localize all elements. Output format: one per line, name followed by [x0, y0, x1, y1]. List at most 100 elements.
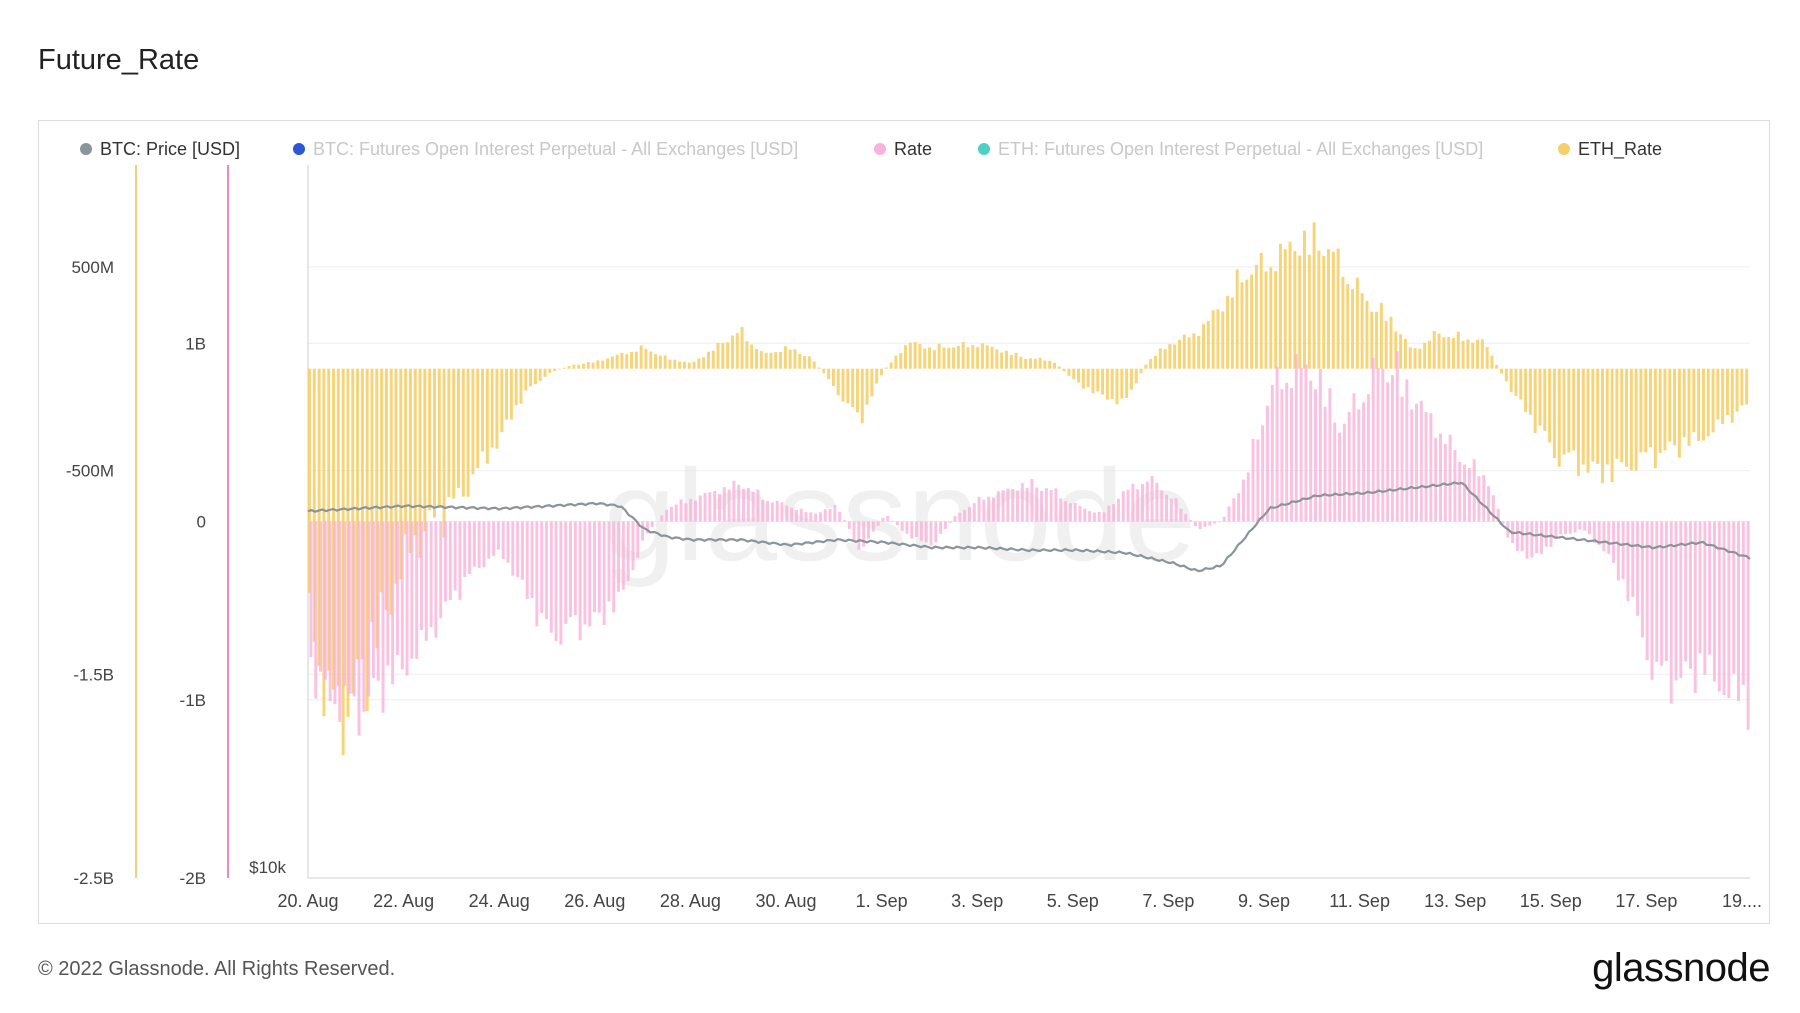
eth-rate-bar: [721, 343, 725, 369]
eth-rate-bar: [548, 368, 552, 373]
rate-bar: [338, 521, 342, 722]
rate-bar: [934, 521, 938, 543]
rate-tick-label: 1B: [185, 334, 206, 353]
x-tick-label: 5. Sep: [1047, 891, 1099, 911]
eth-rate-bar: [562, 367, 566, 369]
eth-rate-bar: [851, 368, 855, 408]
eth-rate-bar: [581, 363, 585, 369]
eth-rate-bar: [1653, 368, 1657, 469]
watermark-text: glassnode: [604, 442, 1197, 588]
rate-bar: [645, 521, 649, 534]
rate-bar: [540, 521, 544, 614]
eth-rate-bar: [495, 368, 499, 449]
rate-bar: [924, 521, 928, 543]
eth-rate-bar: [1403, 338, 1407, 369]
legend-item-rate[interactable]: Rate: [874, 139, 932, 160]
eth-rate-bar: [1447, 337, 1451, 369]
rate-bar: [1160, 490, 1164, 522]
eth-rate-bar: [961, 342, 965, 369]
eth-rate-bar: [1437, 333, 1441, 369]
eth-rate-bar: [980, 343, 984, 369]
eth-rate-bar: [1283, 249, 1287, 369]
rate-bar: [943, 521, 947, 530]
rate-bar: [785, 505, 789, 522]
eth-rate-bar: [1120, 368, 1124, 399]
rate-bar: [535, 521, 539, 627]
rate-bar: [818, 512, 822, 522]
rate-bar: [1261, 425, 1265, 522]
legend-item-eth-rate[interactable]: ETH_Rate: [1558, 139, 1662, 160]
rate-bar: [525, 521, 529, 600]
eth-rate-bar: [476, 368, 480, 469]
eth-rate-bar: [1692, 368, 1696, 433]
eth-rate-bar: [1346, 284, 1350, 369]
eth-rate-bar: [783, 346, 787, 369]
eth-rate-bar: [1586, 368, 1590, 473]
eth-rate-bar: [658, 355, 662, 369]
rate-bar: [1645, 521, 1649, 661]
rate-bar: [770, 502, 774, 522]
x-tick-label: 17. Sep: [1615, 891, 1677, 911]
rate-bar: [1746, 521, 1750, 730]
eth-rate-bar: [1000, 352, 1004, 369]
rate-bar: [1333, 422, 1337, 522]
x-tick-label: 30. Aug: [755, 891, 816, 911]
eth-rate-bar: [533, 368, 537, 385]
eth-rate-bar: [807, 356, 811, 369]
rate-bar: [1352, 393, 1356, 522]
rate-bar: [1006, 488, 1010, 522]
eth-rate-bar: [1072, 368, 1076, 380]
rate-bar: [1366, 394, 1370, 522]
rate-bar: [1136, 489, 1140, 522]
rate-bar: [1395, 351, 1399, 522]
rate-bar: [530, 521, 534, 599]
x-tick-label: 19....: [1722, 891, 1762, 911]
eth-rate-bar: [1476, 339, 1480, 369]
rate-bar: [1482, 475, 1486, 522]
eth-rate-bar: [380, 368, 384, 593]
rate-bar: [386, 521, 390, 666]
rate-bar: [1184, 513, 1188, 522]
legend-label: BTC: Price [USD]: [100, 138, 241, 159]
legend-item-btc-open-interest[interactable]: BTC: Futures Open Interest Perpetual - A…: [293, 139, 798, 160]
rate-bar: [1439, 433, 1442, 522]
rate-bar: [544, 521, 548, 620]
rate-bar: [900, 521, 904, 531]
rate-bar: [472, 521, 476, 567]
rate-bar: [1515, 521, 1519, 551]
eth-rate-bar: [952, 347, 956, 369]
eth-rate-bar: [1442, 337, 1446, 369]
eth-rate-bar: [769, 352, 773, 369]
eth-rate-bar: [942, 347, 946, 369]
legend-item-btc-price[interactable]: BTC: Price [USD]: [80, 139, 240, 160]
rate-bar: [1381, 368, 1385, 522]
rate-bar: [1414, 403, 1418, 522]
rate-bar: [1299, 367, 1303, 522]
rate-bar: [1640, 521, 1644, 638]
x-tick-label: 22. Aug: [373, 891, 434, 911]
eth-rate-bar: [1173, 344, 1177, 369]
copyright-text: © 2022 Glassnode. All Rights Reserved.: [38, 958, 396, 980]
rate-bar: [727, 489, 731, 522]
rate-bar: [958, 512, 962, 522]
eth-rate-bar: [1298, 255, 1302, 369]
eth-rate-bar: [1355, 277, 1359, 369]
rate-bar: [1309, 380, 1313, 522]
eth-rate-bar: [1139, 368, 1143, 374]
legend-item-eth-open-interest[interactable]: ETH: Futures Open Interest Perpetual - A…: [978, 139, 1483, 160]
rate-bar: [919, 521, 923, 541]
eth-rate-bar: [875, 368, 879, 384]
eth-rate-bar: [1706, 368, 1710, 437]
rate-bar: [1251, 439, 1255, 522]
rate-bar: [881, 517, 885, 522]
eth-rate-bar: [1735, 368, 1739, 412]
eth-rate-bar: [822, 368, 826, 374]
eth-rate-bar: [711, 350, 715, 369]
eth-rate-bar: [1701, 368, 1705, 441]
eth-rate-bar: [1682, 368, 1686, 438]
eth-rate-bar: [418, 368, 422, 558]
rate-bar: [1270, 384, 1274, 522]
rate-bar: [1078, 506, 1082, 522]
eth-rate-bar: [889, 362, 893, 369]
rate-bar: [405, 521, 409, 676]
